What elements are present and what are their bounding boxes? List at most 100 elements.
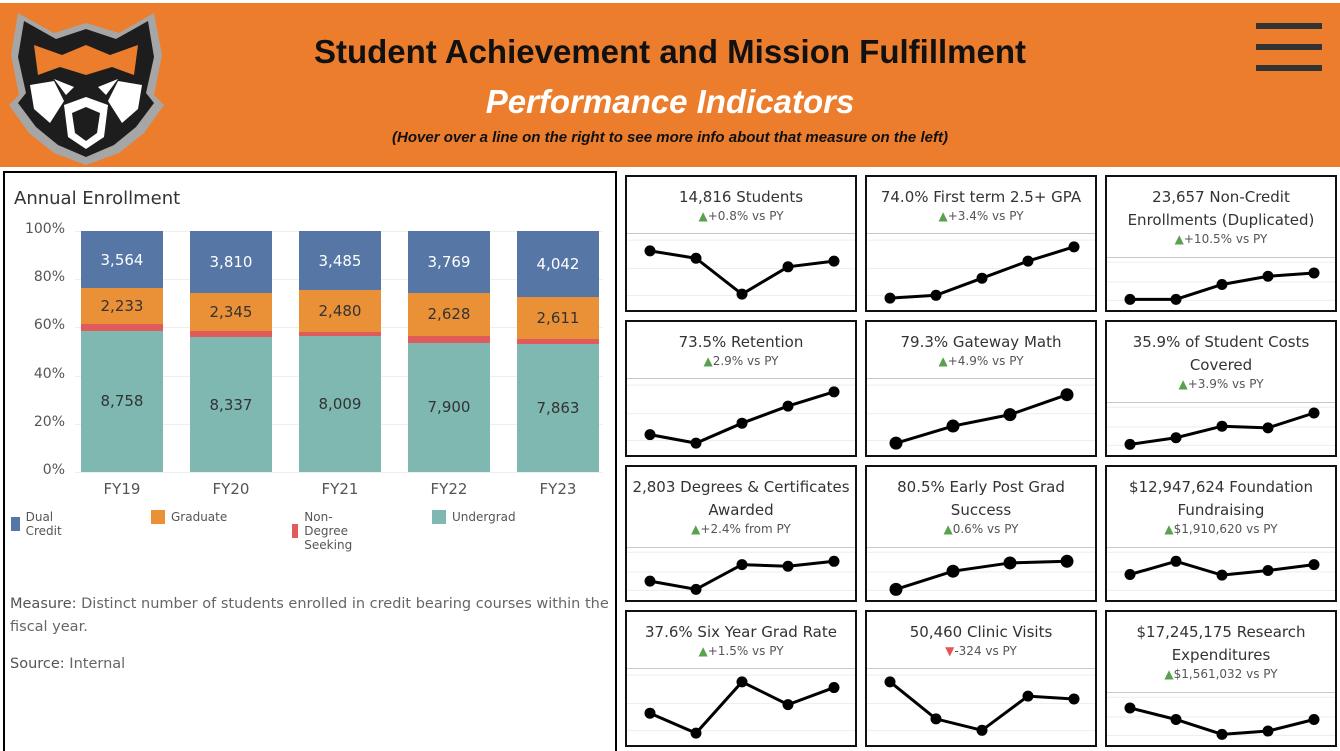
sparkline-point[interactable] <box>1060 554 1074 568</box>
bar-fy19[interactable]: 8,758 2,233 3,564 <box>81 231 163 472</box>
sparkline-point[interactable] <box>1170 293 1182 305</box>
sparkline-point[interactable] <box>1003 556 1017 570</box>
sparkline-chart[interactable] <box>1107 257 1335 310</box>
kpi-card[interactable]: 35.9% of Student Costs Covered ▲+3.9% vs … <box>1105 320 1337 457</box>
bar-segment-undergrad[interactable]: 7,863 <box>517 344 599 472</box>
sparkline-point[interactable] <box>644 245 656 257</box>
sparkline-point[interactable] <box>644 575 656 587</box>
kpi-card[interactable]: 2,803 Degrees & Certificates Awarded ▲+2.… <box>625 465 857 602</box>
kpi-card[interactable]: $12,947,624 Foundation Fundraising ▲$1,91… <box>1105 465 1337 602</box>
kpi-card[interactable]: 79.3% Gateway Math ▲+4.9% vs PY <box>865 320 1097 457</box>
bar-segment-graduate[interactable]: 2,233 <box>81 288 163 325</box>
bar-segment-graduate[interactable]: 2,345 <box>190 292 272 331</box>
bar-segment-non-degree-seeking[interactable] <box>517 339 599 345</box>
sparkline-chart[interactable] <box>627 547 855 600</box>
sparkline-point[interactable] <box>736 676 748 688</box>
sparkline-point[interactable] <box>1262 422 1274 434</box>
sparkline-chart[interactable] <box>1107 547 1335 600</box>
sparkline-point[interactable] <box>1170 714 1182 725</box>
bar-segment-graduate[interactable]: 2,611 <box>517 296 599 340</box>
kpi-card[interactable]: 74.0% First term 2.5+ GPA ▲+3.4% vs PY <box>865 175 1097 312</box>
sparkline-point[interactable] <box>690 583 702 595</box>
sparkline-point[interactable] <box>1170 432 1182 444</box>
sparkline-point[interactable] <box>946 419 960 433</box>
kpi-card[interactable]: 14,816 Students ▲+0.8% vs PY <box>625 175 857 312</box>
sparkline-chart[interactable] <box>627 668 855 745</box>
bar-segment-dual-credit[interactable]: 3,769 <box>408 231 490 293</box>
bar-segment-non-degree-seeking[interactable] <box>408 335 490 343</box>
legend-item-graduate[interactable]: Graduate <box>151 510 227 524</box>
sparkline-point[interactable] <box>736 417 748 429</box>
sparkline-point[interactable] <box>644 429 656 441</box>
sparkline-point[interactable] <box>889 436 903 450</box>
sparkline-point[interactable] <box>1068 693 1080 705</box>
sparkline-point[interactable] <box>1060 388 1074 402</box>
sparkline-chart[interactable] <box>867 668 1095 745</box>
sparkline-chart[interactable] <box>1107 692 1335 745</box>
sparkline-point[interactable] <box>1022 255 1034 267</box>
sparkline-point[interactable] <box>1124 702 1136 714</box>
sparkline-point[interactable] <box>828 555 840 567</box>
sparkline-point[interactable] <box>644 707 656 719</box>
bar-segment-undergrad[interactable]: 8,337 <box>190 337 272 472</box>
sparkline-point[interactable] <box>828 255 840 267</box>
sparkline-point[interactable] <box>976 724 988 736</box>
sparkline-point[interactable] <box>736 288 748 300</box>
legend-item-non-degree-seeking[interactable]: Non-Degree Seeking <box>292 510 360 552</box>
sparkline-point[interactable] <box>930 289 942 301</box>
sparkline-point[interactable] <box>1262 270 1274 282</box>
sparkline-point[interactable] <box>828 386 840 398</box>
bar-segment-dual-credit[interactable]: 3,485 <box>299 231 381 291</box>
bar-segment-undergrad[interactable]: 8,758 <box>81 330 163 472</box>
legend-item-undergrad[interactable]: Undergrad <box>432 510 516 524</box>
sparkline-point[interactable] <box>782 261 794 273</box>
bar-segment-non-degree-seeking[interactable] <box>190 330 272 338</box>
sparkline-point[interactable] <box>1308 714 1320 725</box>
sparkline-chart[interactable] <box>627 233 855 310</box>
sparkline-point[interactable] <box>828 682 840 694</box>
sparkline-point[interactable] <box>690 437 702 449</box>
sparkline-point[interactable] <box>1124 438 1136 450</box>
bar-fy23[interactable]: 7,863 2,611 4,042 <box>517 231 599 472</box>
sparkline-point[interactable] <box>690 727 702 739</box>
bar-segment-non-degree-seeking[interactable] <box>81 324 163 331</box>
sparkline-point[interactable] <box>1308 267 1320 279</box>
sparkline-point[interactable] <box>1262 565 1274 577</box>
legend-item-dual-credit[interactable]: Dual Credit <box>11 510 67 538</box>
sparkline-point[interactable] <box>976 272 988 284</box>
bar-segment-graduate[interactable]: 2,480 <box>299 290 381 333</box>
sparkline-point[interactable] <box>1003 408 1017 422</box>
hamburger-menu-icon[interactable] <box>1254 19 1324 75</box>
kpi-card[interactable]: 50,460 Clinic Visits ▼-324 vs PY <box>865 610 1097 747</box>
sparkline-point[interactable] <box>1216 728 1228 740</box>
sparkline-chart[interactable] <box>867 547 1095 600</box>
sparkline-point[interactable] <box>782 560 794 572</box>
bar-segment-non-degree-seeking[interactable] <box>299 332 381 337</box>
sparkline-chart[interactable] <box>627 378 855 455</box>
sparkline-point[interactable] <box>930 713 942 725</box>
kpi-card[interactable]: 37.6% Six Year Grad Rate ▲+1.5% vs PY <box>625 610 857 747</box>
bar-segment-dual-credit[interactable]: 3,810 <box>190 231 272 293</box>
kpi-card[interactable]: 80.5% Early Post Grad Success ▲0.6% vs PY <box>865 465 1097 602</box>
sparkline-point[interactable] <box>690 252 702 264</box>
sparkline-point[interactable] <box>782 699 794 711</box>
bar-fy20[interactable]: 8,337 2,345 3,810 <box>190 231 272 472</box>
bar-segment-dual-credit[interactable]: 3,564 <box>81 231 163 289</box>
sparkline-point[interactable] <box>1170 555 1182 567</box>
sparkline-point[interactable] <box>1308 407 1320 419</box>
sparkline-point[interactable] <box>1308 559 1320 571</box>
sparkline-point[interactable] <box>1262 725 1274 737</box>
bar-segment-undergrad[interactable]: 8,009 <box>299 336 381 472</box>
sparkline-point[interactable] <box>736 559 748 571</box>
sparkline-point[interactable] <box>1124 569 1136 580</box>
bar-segment-undergrad[interactable]: 7,900 <box>408 342 490 472</box>
sparkline-point[interactable] <box>782 400 794 412</box>
sparkline-point[interactable] <box>889 582 903 596</box>
kpi-card[interactable]: 73.5% Retention ▲2.9% vs PY <box>625 320 857 457</box>
sparkline-point[interactable] <box>1022 690 1034 702</box>
sparkline-point[interactable] <box>1216 569 1228 581</box>
kpi-card[interactable]: $17,245,175 Research Expenditures ▲$1,561… <box>1105 610 1337 747</box>
sparkline-chart[interactable] <box>1107 402 1335 455</box>
bar-fy21[interactable]: 8,009 2,480 3,485 <box>299 231 381 472</box>
sparkline-point[interactable] <box>1216 420 1228 432</box>
